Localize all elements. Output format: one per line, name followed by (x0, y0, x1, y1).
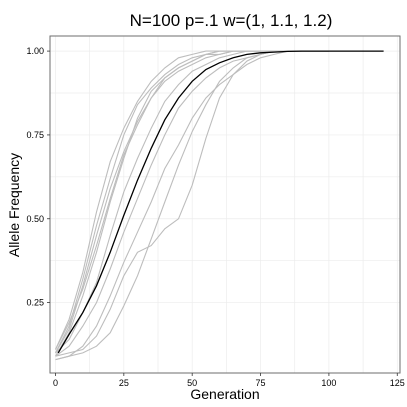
y-tick-label: 1.00 (26, 46, 44, 56)
y-axis-ticks: 0.25 0.50 0.75 1.00 (26, 46, 50, 308)
plot-frame (49, 35, 401, 374)
simulation-lines (54, 50, 384, 361)
y-tick-label: 0.75 (26, 130, 44, 140)
x-tick-label: 125 (390, 378, 405, 388)
x-tick-label: 50 (187, 378, 197, 388)
simulation-line (55, 50, 302, 354)
simulation-line (55, 50, 261, 354)
expected-curve (57, 50, 384, 354)
x-tick-label: 100 (321, 378, 336, 388)
x-tick-label: 0 (53, 378, 58, 388)
x-axis-label: Generation (190, 386, 259, 402)
x-axis-ticks: 0 25 50 75 100 125 (53, 373, 405, 388)
grid-lines (50, 36, 400, 373)
y-axis-label: Allele Frequency (6, 153, 22, 257)
y-tick-label: 0.25 (26, 298, 44, 308)
chart-title: N=100 p=.1 w=(1, 1.1, 1.2) (130, 11, 333, 30)
y-tick-label: 0.50 (26, 214, 44, 224)
expected-curve-layer (57, 50, 384, 354)
simulation-line (55, 50, 302, 350)
x-tick-label: 75 (256, 378, 266, 388)
x-tick-label: 25 (119, 378, 129, 388)
